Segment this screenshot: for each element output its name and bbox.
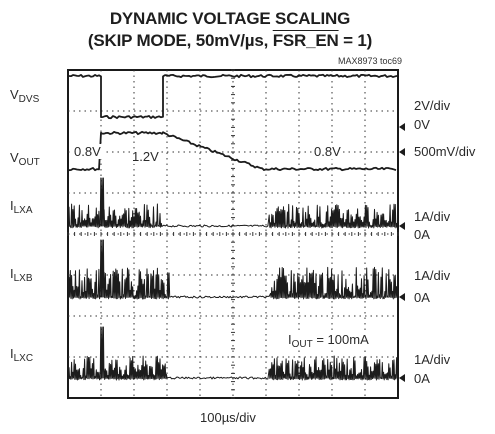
chart-title-line2: (SKIP MODE, 50mV/µs, FSR_EN = 1)	[0, 31, 460, 51]
ground-ilxa: 0A	[414, 227, 430, 242]
iout-annotation: IOUT = 100mA	[286, 332, 371, 350]
ground-marker-ilxa	[399, 222, 405, 230]
chart-title-line1: DYNAMIC VOLTAGE SCALING	[109, 9, 351, 28]
channel-label-vout: VOUT	[10, 150, 40, 168]
vout-high-label: 1.2V	[130, 149, 161, 164]
figure-id: MAX8973 toc69	[337, 56, 402, 66]
ground-vdvs: 0V	[414, 117, 430, 132]
ground-marker-ilxc	[399, 374, 405, 382]
trace-ilxa	[68, 177, 398, 229]
time-scale-label: 100µs/div	[200, 410, 256, 425]
trace-vout	[68, 130, 397, 172]
ground-marker-vout	[399, 148, 405, 156]
title-prefix: (SKIP MODE, 50mV/µs,	[87, 31, 273, 50]
ground-marker-ilxb	[399, 293, 405, 301]
grid	[67, 69, 399, 399]
scale-ilxa: 1A/div	[414, 209, 451, 224]
vout-start-label: 0.8V	[72, 144, 103, 159]
scale-vout: 500mV/div	[414, 144, 476, 159]
channel-label-ilxb: ILXB	[10, 266, 33, 284]
channel-label-ilxc: ILXC	[10, 346, 34, 364]
title-suffix: = 1)	[338, 31, 373, 50]
trace-ilxb	[68, 239, 398, 300]
channel-label-ilxa: ILXA	[10, 198, 33, 216]
scale-vdvs: 2V/div	[414, 98, 451, 113]
channel-label-vdvs: VDVS	[10, 87, 40, 105]
trace-vdvs	[68, 73, 398, 120]
ground-ilxb: 0A	[414, 290, 430, 305]
ground-marker-vdvs	[399, 123, 405, 131]
ground-ilxc: 0A	[414, 371, 430, 386]
scale-ilxb: 1A/div	[414, 268, 451, 283]
scale-ilxc: 1A/div	[414, 352, 451, 367]
title-overline-signal: FSR_EN	[272, 31, 339, 50]
vout-end-label: 0.8V	[312, 144, 343, 159]
trace-ilxc	[68, 326, 398, 381]
traces	[68, 73, 405, 382]
